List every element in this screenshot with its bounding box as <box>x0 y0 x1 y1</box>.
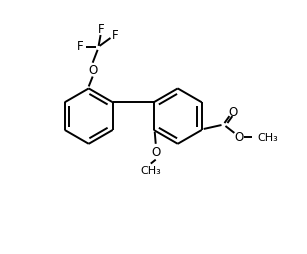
Text: O: O <box>229 105 238 118</box>
Text: F: F <box>98 23 105 36</box>
Text: CH₃: CH₃ <box>140 165 161 175</box>
Text: O: O <box>88 64 97 77</box>
Text: F: F <box>112 28 119 41</box>
Text: F: F <box>76 40 83 53</box>
Text: CH₃: CH₃ <box>257 132 278 142</box>
Text: O: O <box>235 131 244 144</box>
Text: O: O <box>151 146 160 158</box>
